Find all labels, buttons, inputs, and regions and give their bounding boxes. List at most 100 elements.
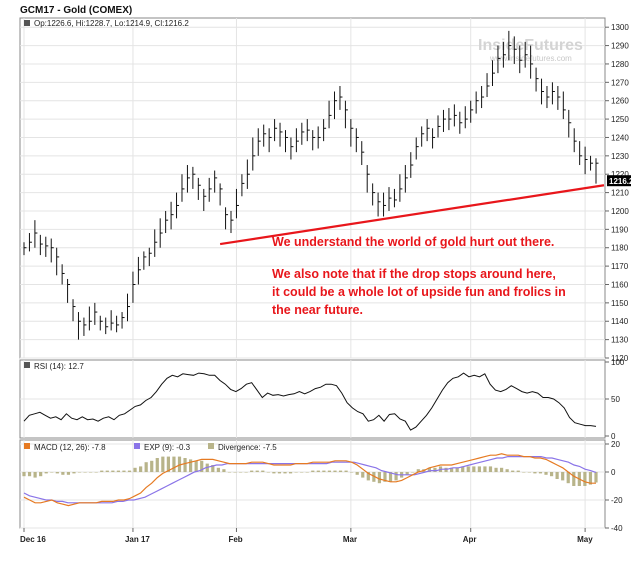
price-bar [132,271,136,303]
price-bar [137,256,141,285]
price-bar [350,119,354,147]
price-bar [94,302,98,325]
price-tick-label: 1210 [611,189,629,198]
price-tick-label: 1270 [611,78,629,87]
price-bar [208,177,212,202]
x-tick-label: Jan 17 [125,535,150,544]
price-bar [295,128,299,153]
divergence-bar [55,472,59,474]
divergence-bar [433,467,437,472]
divergence-bar [177,456,182,472]
price-tick-label: 1200 [611,207,629,216]
divergence-bar [488,466,493,472]
divergence-bar [300,472,304,473]
divergence-legend-swatch [208,443,214,449]
divergence-bar [261,470,265,472]
price-bar [127,293,131,322]
divergence-bar [216,467,220,472]
divergence-bar [311,470,315,472]
price-bar [34,220,38,248]
price-bar [541,78,545,105]
divergence-bar [294,472,298,473]
exp-signal-line [23,456,597,504]
divergence-bar [572,472,576,486]
divergence-bar [411,472,415,473]
rsi-tick-label: 50 [611,395,620,404]
price-bar [579,141,583,166]
price-bars [23,30,599,340]
price-bar [399,174,403,202]
divergence-bar [89,472,93,473]
macd-legend-swatch [24,443,30,449]
price-bar [88,306,92,331]
divergence-bar [549,472,554,477]
price-bar [334,91,338,120]
divergence-bar [427,467,431,472]
divergence-bar [533,472,537,474]
macd-tick-label: -20 [611,496,623,505]
divergence-bar [127,470,132,472]
divergence-bar [22,472,26,477]
price-bar [508,30,512,61]
divergence-bar [338,470,343,472]
ohlc-label: Op:1226.6, Hi:1228.7, Lo:1214.9, Cl:1216… [34,19,189,28]
price-bar [404,165,408,193]
price-bar [56,247,60,276]
price-bar [263,124,267,147]
price-bar [388,187,392,211]
price-bar [203,188,207,211]
price-bar [426,119,430,142]
price-bar [148,247,152,267]
price-bar [219,183,223,206]
divergence-bar [588,472,593,485]
divergence-bar [344,470,348,472]
divergence-bar [416,469,420,472]
price-bar [530,45,534,79]
price-tick-label: 1190 [611,225,629,234]
price-bar [77,312,81,340]
divergence-bar [350,472,354,473]
divergence-histogram [22,456,598,486]
price-bar [61,264,65,285]
divergence-bar [594,472,598,483]
annotation-line-5: the near future. [272,303,363,317]
price-tick-label: 1260 [611,97,629,106]
divergence-bar [183,458,187,472]
price-bar [459,111,463,134]
price-bar [50,238,54,263]
price-tick-label: 1290 [611,42,629,51]
price-bar [28,233,32,252]
macd-tick-label: 20 [611,440,620,449]
price-bar [39,234,43,256]
divergence-bar [361,472,365,478]
divergence-bar [66,472,71,475]
divergence-bar [333,470,337,472]
divergence-bar [505,469,509,472]
price-bar [186,165,190,193]
macd-tick-label: 0 [611,468,616,477]
price-gridlines [20,18,605,359]
divergence-bar [472,466,476,472]
divergence-bar [444,467,448,472]
divergence-bar [288,472,293,474]
exp-legend-swatch [134,443,140,449]
x-tick-label: Feb [228,535,242,544]
price-tick-label: 1220 [611,170,629,179]
divergence-bar [499,467,504,472]
trendline-group [219,184,605,246]
price-bar [317,126,321,149]
price-bar [562,91,566,120]
divergence-bar [455,467,459,472]
price-tick-label: 1130 [611,336,629,345]
divergence-bar [544,472,548,475]
divergence-bar [150,460,154,472]
price-bar [584,146,588,175]
price-bar [491,60,495,86]
divergence-bar [133,467,137,472]
divergence-bar [72,472,76,474]
watermark-brand: InsideFutures [478,37,583,54]
divergence-bar [405,472,409,475]
divergence-bar [250,470,254,472]
price-bar [176,192,180,219]
